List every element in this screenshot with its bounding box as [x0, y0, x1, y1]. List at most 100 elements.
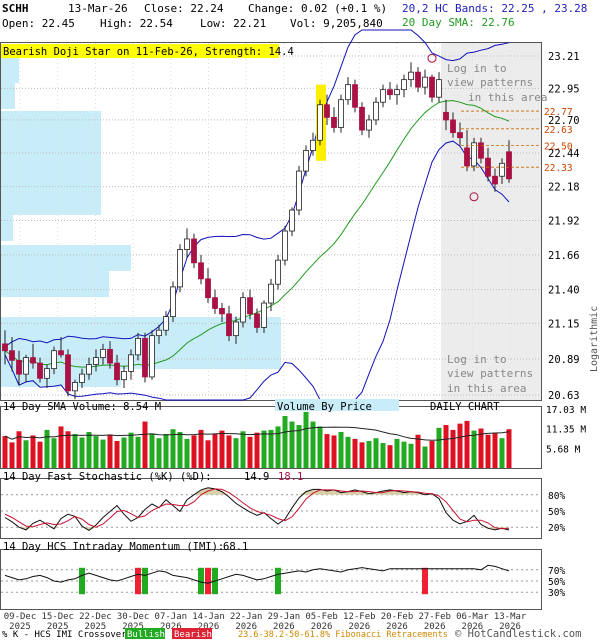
- volume-bar-55: [387, 445, 393, 468]
- candle-body-4: [30, 357, 36, 364]
- volume-by-price-bars: [1, 57, 281, 387]
- volume-bar-49: [345, 436, 351, 468]
- date-label-13: 13-Mar: [494, 612, 527, 622]
- stochastic-axis: 80% 50% 20%: [548, 491, 565, 534]
- volume-bar-51: [359, 442, 365, 468]
- stoch-panel-frame: [0, 478, 542, 539]
- vbp-bar-3: [1, 137, 101, 163]
- crossover-marker-0: [79, 567, 85, 595]
- volume-bar-1: [9, 442, 15, 468]
- date-label-0: 09-Dec: [4, 612, 37, 622]
- login-overlay-bottom[interactable]: Log in to view patterns in this area: [447, 353, 533, 395]
- price-tick-7: 21.40: [548, 285, 580, 297]
- candle-body-66: [464, 147, 470, 167]
- high-text: High: 22.54: [100, 17, 173, 30]
- daily-chart-label: DAILY CHART: [430, 401, 500, 413]
- date-year-6: 2026: [235, 622, 257, 632]
- candle-body-38: [268, 283, 274, 304]
- price-tick-9: 20.89: [548, 354, 580, 366]
- price-tick-10: 20.63: [548, 390, 580, 402]
- volume-axis: 17.03 M 11.35 M 5.68 M: [546, 405, 586, 455]
- date-year-3: 2025: [122, 622, 144, 632]
- price-panel-frame: [0, 42, 542, 401]
- candle-body-50: [352, 84, 358, 108]
- crossover-marker-2: [142, 567, 148, 595]
- candle-body-2: [16, 359, 22, 375]
- pattern-marker-top: [427, 53, 437, 63]
- volume-bar-6: [44, 429, 50, 468]
- candle-body-47: [331, 116, 337, 128]
- volume-bar-3: [23, 440, 29, 468]
- volume-bar-0: [2, 436, 8, 468]
- candle-body-30: [212, 297, 218, 309]
- volume-bar-40: [282, 416, 288, 468]
- candle-body-1: [9, 350, 15, 361]
- date-year-7: 2026: [273, 622, 295, 632]
- footer-copyright[interactable]: © HotCandlestick.com: [455, 628, 581, 640]
- candle-body-15: [107, 348, 113, 364]
- volume-bar-69: [485, 434, 491, 468]
- fib-tag-3: 22.33: [544, 163, 573, 174]
- login-overlay-top[interactable]: Log in to view patterns in this area: [447, 62, 547, 104]
- candle-body-14: [100, 348, 106, 358]
- volume-bar-2: [16, 431, 22, 468]
- footer-bearish: Bearish: [174, 630, 212, 640]
- date-year-5: 2026: [198, 622, 220, 632]
- pattern-banner: Bearish Doji Star on 11-Feb-26, Strength…: [3, 46, 294, 58]
- volume-bar-22: [156, 438, 162, 468]
- pattern-banner-bg: [1, 44, 279, 58]
- date-year-0: 2025: [9, 622, 31, 632]
- price-axis: 23.21 22.95 22.70 22.44 22.18 21.92 21.66 21.40…: [548, 51, 580, 402]
- volume-bar-23: [163, 434, 169, 468]
- volume-bar-17: [121, 437, 127, 468]
- volume-bar-57: [401, 441, 407, 468]
- login-line-3: in this area: [468, 91, 547, 104]
- volume-bar-15: [107, 434, 113, 468]
- volume-bar-65: [457, 423, 463, 468]
- volume-bar-27: [191, 435, 197, 468]
- stoch-d-line: [4, 488, 510, 530]
- candle-body-70: [492, 175, 498, 185]
- footer-fibonacci: 23.6-38.2-50-61.8% Fibonacci Retracement…: [238, 630, 448, 640]
- volume-bar-10: [72, 434, 78, 468]
- volume-bar-67: [471, 430, 477, 468]
- candle-body-31: [219, 308, 225, 315]
- candle-body-55: [387, 89, 393, 96]
- date-year-8: 2026: [311, 622, 333, 632]
- candle-body-12: [86, 364, 92, 375]
- date-label-9: 12-Feb: [343, 612, 376, 622]
- candle-body-8: [58, 350, 64, 356]
- volume-bar-5: [37, 441, 43, 468]
- volume-bar-7: [51, 438, 57, 468]
- footer: % K - HCS IMI Crossover, Bullish Bearish…: [2, 628, 581, 640]
- vbp-bar-7: [1, 245, 131, 271]
- volume-bar-16: [114, 440, 120, 468]
- candle-body-65: [457, 132, 463, 139]
- date-label-12: 06-Mar: [456, 612, 489, 622]
- volume-bar-26: [184, 438, 190, 468]
- candle-body-7: [51, 350, 57, 370]
- date-label-6: 22-Jan: [230, 612, 263, 622]
- candle-body-41: [289, 209, 295, 232]
- bands-text: 20,2 HC Bands: 22.25 , 23.28: [402, 2, 587, 15]
- price-tags: 22.77 22.63 22.50 22.33: [461, 107, 573, 174]
- candle-body-26: [184, 238, 190, 250]
- vbp-bar-8: [1, 271, 109, 297]
- candle-body-0: [2, 343, 8, 352]
- candlesticks: [2, 53, 512, 400]
- volume-bar-46: [324, 434, 330, 468]
- candle-body-51: [359, 106, 365, 131]
- date-year-4: 2026: [160, 622, 182, 632]
- volume-bar-68: [478, 428, 484, 468]
- volume-panel-label: 14 Day SMA Volume: 8.54 M: [3, 401, 161, 413]
- imi-axis: 70%50%30%: [548, 566, 565, 599]
- candle-body-58: [408, 71, 414, 81]
- candle-body-71: [499, 162, 505, 177]
- stoch-tick-2: 20%: [548, 523, 565, 534]
- footer-bullish: Bullish: [127, 630, 165, 640]
- candle-body-67: [471, 142, 477, 167]
- candle-body-10: [72, 382, 78, 392]
- candle-body-36: [254, 313, 260, 328]
- volume-bar-43: [303, 411, 309, 468]
